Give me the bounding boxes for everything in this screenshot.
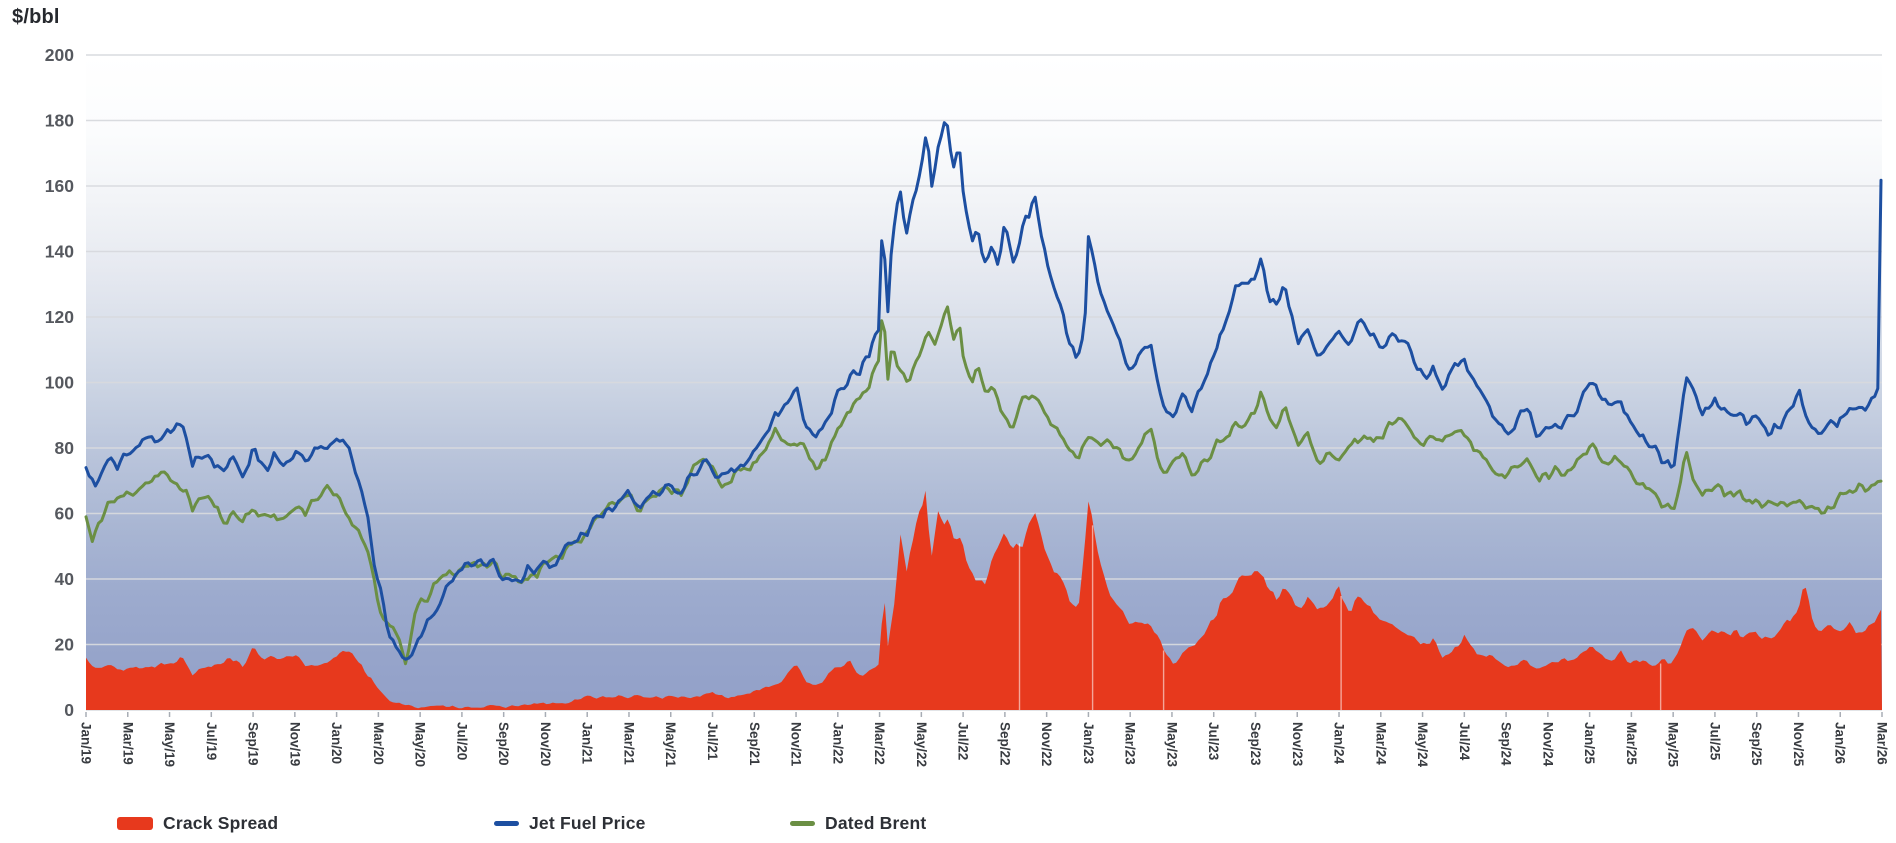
- x-axis-label: Jan/19: [79, 722, 94, 764]
- x-axis-label: Nov/24: [1540, 722, 1555, 767]
- y-axis-label-80: 80: [55, 438, 75, 458]
- x-axis-label: Sep/22: [997, 722, 1012, 766]
- x-axis-label: Nov/23: [1290, 722, 1305, 767]
- x-axis-label: Mar/22: [872, 722, 887, 765]
- x-axis-label: Nov/25: [1791, 722, 1806, 767]
- x-axis-label: Nov/19: [287, 722, 302, 766]
- x-axis-label: Mar/25: [1624, 722, 1639, 765]
- x-axis-label: Mar/24: [1373, 722, 1388, 765]
- crack-spread-swatch-icon: [117, 816, 153, 830]
- x-axis-label: May/23: [1164, 722, 1179, 768]
- x-axis-label: Jan/25: [1582, 722, 1597, 765]
- x-axis-label: Sep/25: [1749, 722, 1764, 766]
- y-axis-label-0: 0: [64, 700, 74, 720]
- x-axis-label: Sep/24: [1499, 722, 1514, 766]
- x-axis-label: Mar/21: [621, 722, 636, 765]
- x-axis-label: May/20: [413, 722, 428, 767]
- x-axis-label: May/22: [914, 722, 929, 767]
- x-axis-label: Jul/23: [1206, 722, 1221, 761]
- crack-spread-area: [86, 490, 1882, 710]
- jet-fuel-price-line: [84, 121, 1883, 661]
- x-axis-label: Jul/19: [204, 722, 219, 760]
- x-axis-label: Nov/22: [1039, 722, 1054, 766]
- x-axis-label: Jan/26: [1833, 722, 1848, 765]
- x-axis-label: Jan/23: [1081, 722, 1096, 765]
- x-axis-label: Sep/20: [496, 722, 511, 766]
- y-axis-label-120: 120: [45, 307, 74, 327]
- legend-item-jet-fuel-price: Jet Fuel Price: [494, 810, 646, 836]
- x-axis-label: Mar/19: [120, 722, 135, 765]
- x-axis-label: Sep/19: [246, 722, 261, 766]
- x-axis-label: Jan/24: [1332, 722, 1347, 765]
- x-axis-label: Jul/24: [1457, 722, 1472, 761]
- x-axis-label: Jan/20: [329, 722, 344, 764]
- x-axis-label: May/19: [162, 722, 177, 767]
- x-axis-label: Nov/21: [789, 722, 804, 767]
- y-axis-label-160: 160: [45, 176, 74, 196]
- x-axis-label: Sep/21: [747, 722, 762, 766]
- x-axis-label: Jan/22: [830, 722, 845, 764]
- x-axis-label: Jul/21: [705, 722, 720, 761]
- x-axis-label: Jan/21: [580, 722, 595, 765]
- legend-label-crack-spread: Crack Spread: [163, 812, 279, 833]
- x-axis-label: Sep/23: [1248, 722, 1263, 766]
- legend-label-jet-fuel-price: Jet Fuel Price: [529, 812, 646, 833]
- y-axis-label-140: 140: [45, 242, 74, 262]
- legend-item-crack-spread: Crack Spread: [117, 810, 278, 836]
- legend-label-dated-brent: Dated Brent: [825, 812, 927, 833]
- y-axis-label-20: 20: [55, 635, 75, 655]
- chart-legend: Crack Spread Jet Fuel Price Dated Brent: [0, 810, 1896, 840]
- x-axis-label: Jul/25: [1707, 722, 1722, 761]
- x-axis-label: Mar/23: [1123, 722, 1138, 765]
- x-axis-label: Jul/20: [454, 722, 469, 760]
- x-axis-label: Jul/22: [956, 722, 971, 760]
- x-axis-label: Mar/20: [371, 722, 386, 765]
- x-axis-label: May/25: [1666, 722, 1681, 768]
- y-axis-label-100: 100: [45, 373, 74, 393]
- x-axis-label: Mar/26: [1875, 722, 1890, 765]
- x-axis-label: May/24: [1415, 722, 1430, 768]
- y-axis-label-200: 200: [45, 45, 74, 65]
- legend-item-dated-brent: Dated Brent: [790, 810, 926, 836]
- y-axis-label-60: 60: [55, 504, 75, 524]
- x-axis-label: May/21: [663, 722, 678, 768]
- y-axis-unit-label: $/bbl: [12, 6, 60, 28]
- jet-fuel-line-swatch-icon: [494, 820, 519, 826]
- x-axis-label: Nov/20: [538, 722, 553, 766]
- y-axis-label-40: 40: [55, 569, 75, 589]
- y-axis-label-180: 180: [45, 111, 74, 131]
- dated-brent-line-swatch-icon: [790, 820, 815, 826]
